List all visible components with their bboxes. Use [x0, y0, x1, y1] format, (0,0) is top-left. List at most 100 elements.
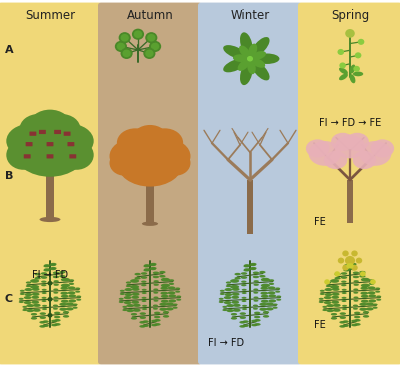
Ellipse shape	[248, 44, 257, 57]
Ellipse shape	[354, 284, 359, 286]
Ellipse shape	[169, 279, 174, 281]
Ellipse shape	[154, 284, 159, 286]
Ellipse shape	[142, 289, 147, 291]
Ellipse shape	[150, 264, 156, 266]
Ellipse shape	[243, 269, 250, 272]
Ellipse shape	[22, 309, 27, 311]
Text: A: A	[5, 44, 14, 55]
Circle shape	[48, 281, 52, 286]
Ellipse shape	[126, 281, 131, 284]
Ellipse shape	[132, 292, 140, 296]
Ellipse shape	[376, 299, 381, 301]
Ellipse shape	[233, 304, 241, 307]
Ellipse shape	[140, 316, 146, 319]
Ellipse shape	[326, 309, 334, 312]
Ellipse shape	[242, 292, 247, 294]
Ellipse shape	[161, 284, 170, 287]
Ellipse shape	[342, 292, 347, 294]
Ellipse shape	[269, 283, 274, 285]
Ellipse shape	[252, 51, 266, 60]
Ellipse shape	[154, 316, 160, 318]
Ellipse shape	[241, 284, 246, 286]
Ellipse shape	[42, 114, 80, 143]
Ellipse shape	[166, 302, 174, 306]
Ellipse shape	[120, 290, 125, 292]
Ellipse shape	[361, 284, 370, 287]
Ellipse shape	[350, 65, 356, 74]
Ellipse shape	[240, 316, 246, 319]
Ellipse shape	[66, 307, 74, 310]
Text: FE: FE	[314, 217, 326, 227]
Ellipse shape	[160, 287, 168, 290]
Circle shape	[346, 263, 352, 269]
Ellipse shape	[266, 302, 274, 306]
Ellipse shape	[254, 297, 258, 298]
Ellipse shape	[54, 300, 58, 302]
Ellipse shape	[163, 311, 169, 313]
Ellipse shape	[166, 307, 174, 310]
Ellipse shape	[350, 268, 356, 270]
Ellipse shape	[32, 288, 40, 291]
Ellipse shape	[324, 293, 332, 296]
Ellipse shape	[353, 305, 358, 306]
Ellipse shape	[26, 304, 34, 307]
Ellipse shape	[226, 309, 234, 312]
Ellipse shape	[132, 125, 168, 154]
Circle shape	[355, 52, 362, 58]
Ellipse shape	[122, 309, 127, 311]
Ellipse shape	[368, 294, 376, 298]
Ellipse shape	[159, 275, 166, 277]
Ellipse shape	[353, 151, 376, 169]
Ellipse shape	[153, 288, 158, 291]
Ellipse shape	[331, 133, 354, 151]
Ellipse shape	[154, 312, 160, 314]
Ellipse shape	[6, 140, 40, 170]
Ellipse shape	[39, 325, 46, 328]
Ellipse shape	[340, 316, 346, 319]
Ellipse shape	[273, 307, 278, 309]
Ellipse shape	[43, 265, 50, 268]
Ellipse shape	[33, 304, 41, 307]
Circle shape	[147, 34, 156, 41]
Ellipse shape	[333, 304, 341, 307]
Ellipse shape	[29, 110, 71, 141]
Ellipse shape	[24, 296, 32, 299]
Ellipse shape	[51, 324, 58, 326]
Ellipse shape	[69, 283, 74, 285]
FancyBboxPatch shape	[26, 142, 32, 146]
Ellipse shape	[32, 292, 40, 296]
Ellipse shape	[359, 308, 367, 311]
Ellipse shape	[232, 292, 240, 296]
Ellipse shape	[24, 293, 32, 296]
Ellipse shape	[226, 304, 234, 307]
Ellipse shape	[41, 284, 46, 286]
Ellipse shape	[324, 151, 347, 169]
Ellipse shape	[361, 295, 368, 298]
Ellipse shape	[376, 295, 381, 298]
Ellipse shape	[20, 290, 25, 292]
Circle shape	[345, 256, 355, 265]
Ellipse shape	[254, 284, 259, 286]
Ellipse shape	[333, 309, 341, 312]
Ellipse shape	[353, 276, 359, 278]
Ellipse shape	[350, 74, 356, 83]
Ellipse shape	[146, 139, 190, 173]
Ellipse shape	[124, 301, 132, 304]
Ellipse shape	[131, 317, 137, 320]
Ellipse shape	[232, 296, 239, 299]
Ellipse shape	[230, 285, 239, 289]
Ellipse shape	[54, 280, 59, 282]
Circle shape	[353, 66, 360, 72]
Ellipse shape	[134, 277, 141, 280]
Ellipse shape	[359, 141, 392, 166]
Ellipse shape	[42, 292, 47, 294]
Ellipse shape	[330, 285, 339, 289]
Ellipse shape	[240, 312, 246, 315]
Ellipse shape	[73, 307, 78, 309]
Ellipse shape	[144, 268, 150, 271]
Ellipse shape	[130, 285, 139, 289]
Ellipse shape	[359, 271, 366, 273]
FancyBboxPatch shape	[46, 142, 54, 146]
Ellipse shape	[6, 124, 56, 159]
Ellipse shape	[324, 296, 332, 299]
